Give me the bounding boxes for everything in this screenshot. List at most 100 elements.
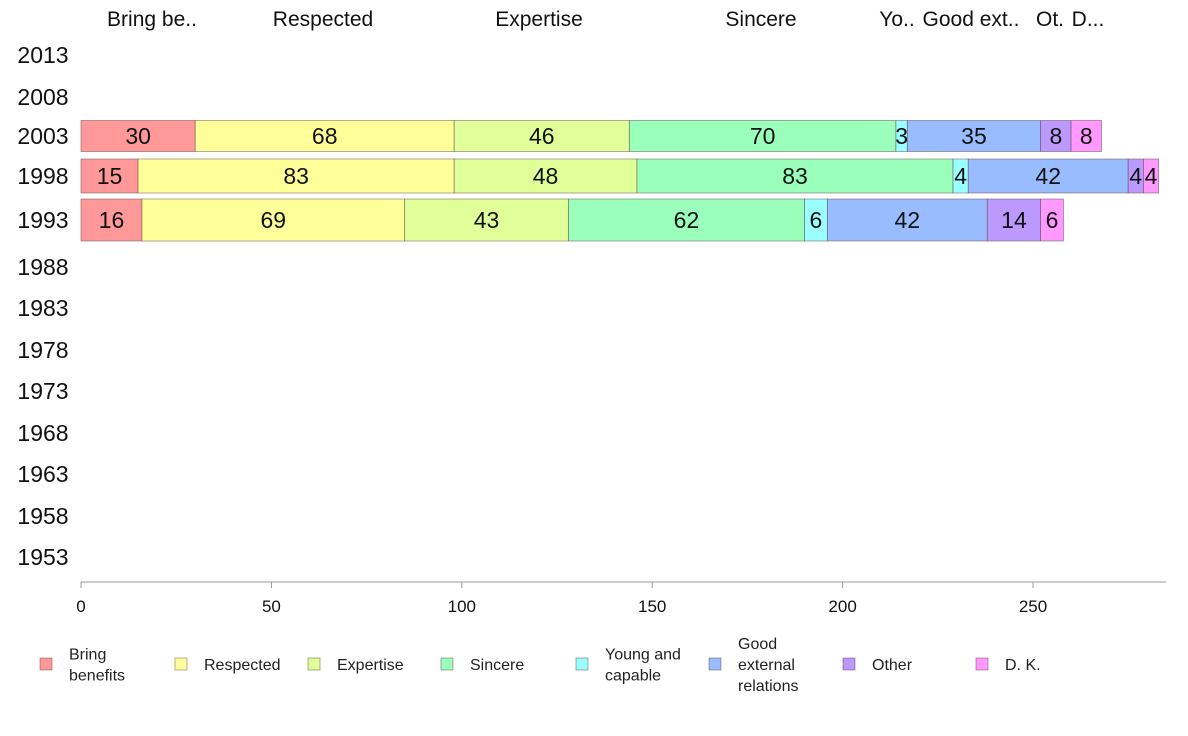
year-label-1968: 1968 bbox=[17, 420, 68, 446]
data-label-2003-expertise: 46 bbox=[529, 123, 555, 149]
year-label-2003: 2003 bbox=[17, 123, 68, 149]
column-headers: Bring be.. Respected Expertise Sincere Yo.. G… bbox=[107, 8, 1104, 31]
legend-swatch-young-and-capable bbox=[575, 657, 589, 671]
legend-swatch-d-k bbox=[975, 657, 989, 671]
legend-label-good-external-relations: external bbox=[738, 657, 795, 674]
legend-label-good-external-relations: relations bbox=[738, 678, 798, 695]
year-label-1963: 1963 bbox=[17, 461, 68, 487]
bar-2003-other bbox=[1040, 120, 1072, 152]
legend-label-bring-benefits: Bring bbox=[69, 647, 106, 664]
bar-1998-bring-benefits bbox=[80, 158, 139, 194]
year-label-2013: 2013 bbox=[17, 42, 68, 68]
legend-item-good-external-relations: Good external relations bbox=[708, 636, 798, 695]
bar-1993-d-k bbox=[1040, 198, 1064, 242]
legend-label-bring-benefits: benefits bbox=[69, 668, 125, 685]
data-label-2003-other: 8 bbox=[1049, 123, 1062, 149]
bar-1993-expertise bbox=[404, 198, 569, 242]
column-header-0: Bring be.. bbox=[107, 8, 197, 31]
x-tick-label-200: 200 bbox=[828, 597, 856, 616]
data-label-1993-expertise: 43 bbox=[474, 207, 500, 233]
bar-1998-sincere bbox=[636, 158, 954, 194]
bar-1998-respected bbox=[137, 158, 455, 194]
data-label-2003-bring-benefits: 30 bbox=[125, 123, 151, 149]
legend: Bring benefits Respected Expertise Sincere Yo… bbox=[39, 636, 1041, 695]
legend-item-d-k: D. K. bbox=[975, 657, 1041, 674]
year-label-1973: 1973 bbox=[17, 378, 68, 404]
legend-swatch-bring-benefits bbox=[39, 657, 53, 671]
bar-1998-d-k bbox=[1143, 158, 1160, 194]
legend-swatch-good-external-relations bbox=[708, 657, 722, 671]
legend-label-young-and-capable: Young and bbox=[605, 647, 681, 664]
data-label-2003-d-k: 8 bbox=[1080, 123, 1093, 149]
legend-item-other: Other bbox=[842, 657, 913, 674]
data-label-1993-other: 14 bbox=[1001, 207, 1027, 233]
legend-label-respected: Respected bbox=[204, 657, 281, 674]
data-label-1993-d-k: 6 bbox=[1046, 207, 1059, 233]
bar-1993-other bbox=[986, 198, 1042, 242]
bar-1993-respected bbox=[141, 198, 406, 242]
legend-label-good-external-relations: Good bbox=[738, 636, 777, 653]
bars: 30 68 46 70 3 35 8 815 83 48 83 4 42 4 416 69 43 62 6 42 14 6 bbox=[80, 120, 1160, 242]
data-label-2003-young-and-capable: 3 bbox=[895, 123, 908, 149]
data-label-1998-respected: 83 bbox=[283, 163, 309, 189]
data-label-1993-bring-benefits: 16 bbox=[99, 207, 125, 233]
column-header-6: Ot. bbox=[1036, 8, 1064, 31]
bar-1993-sincere bbox=[568, 198, 805, 242]
column-header-4: Yo.. bbox=[879, 8, 914, 31]
data-label-2003-respected: 68 bbox=[312, 123, 338, 149]
data-label-1998-good-external-relations: 42 bbox=[1035, 163, 1061, 189]
legend-label-expertise: Expertise bbox=[337, 657, 404, 674]
legend-item-bring-benefits: Bring benefits bbox=[39, 647, 125, 685]
legend-swatch-sincere bbox=[440, 657, 454, 671]
bar-1993-good-external-relations bbox=[826, 198, 988, 242]
bar-2003-respected bbox=[194, 120, 455, 152]
data-label-2003-good-external-relations: 35 bbox=[961, 123, 987, 149]
year-label-2008: 2008 bbox=[17, 84, 68, 110]
year-label-1993: 1993 bbox=[17, 207, 68, 233]
legend-item-sincere: Sincere bbox=[440, 657, 524, 674]
year-label-1958: 1958 bbox=[17, 503, 68, 529]
data-label-1998-young-and-capable: 4 bbox=[954, 163, 967, 189]
column-header-1: Respected bbox=[273, 8, 373, 31]
legend-swatch-other bbox=[842, 657, 856, 671]
column-header-3: Sincere bbox=[725, 8, 796, 31]
x-tick-label-0: 0 bbox=[76, 597, 85, 616]
year-label-1978: 1978 bbox=[17, 337, 68, 363]
bar-2003-sincere bbox=[628, 120, 897, 152]
bar-1998-expertise bbox=[453, 158, 638, 194]
bar-2003-d-k bbox=[1070, 120, 1102, 152]
x-axis: 0 50 100 150 200 250 bbox=[76, 581, 1167, 616]
year-labels: 2013 2008 2003 1998 1993 1988 1983 1978 1973 1968… bbox=[17, 42, 68, 570]
legend-item-expertise: Expertise bbox=[307, 657, 404, 674]
year-label-1953: 1953 bbox=[17, 544, 68, 570]
legend-swatch-expertise bbox=[307, 657, 321, 671]
data-label-1998-bring-benefits: 15 bbox=[97, 163, 123, 189]
bar-2003-bring-benefits bbox=[80, 120, 196, 152]
x-tick-label-50: 50 bbox=[262, 597, 281, 616]
year-label-1998: 1998 bbox=[17, 163, 68, 189]
column-header-5: Good ext.. bbox=[923, 8, 1020, 31]
legend-label-other: Other bbox=[872, 657, 913, 674]
legend-label-d-k: D. K. bbox=[1005, 657, 1041, 674]
legend-label-young-and-capable: capable bbox=[605, 668, 661, 685]
year-label-1983: 1983 bbox=[17, 295, 68, 321]
data-label-1998-other: 4 bbox=[1129, 163, 1142, 189]
x-tick-label-100: 100 bbox=[448, 597, 476, 616]
legend-swatch-respected bbox=[174, 657, 188, 671]
data-label-1993-respected: 69 bbox=[261, 207, 287, 233]
data-label-1993-young-and-capable: 6 bbox=[810, 207, 823, 233]
data-label-1998-d-k: 4 bbox=[1145, 163, 1158, 189]
x-tick-label-250: 250 bbox=[1019, 597, 1047, 616]
column-header-7: D... bbox=[1072, 8, 1105, 31]
data-label-1998-expertise: 48 bbox=[533, 163, 559, 189]
data-label-1998-sincere: 83 bbox=[782, 163, 808, 189]
data-label-1993-good-external-relations: 42 bbox=[895, 207, 921, 233]
legend-label-sincere: Sincere bbox=[470, 657, 524, 674]
bar-2003-expertise bbox=[453, 120, 630, 152]
column-header-2: Expertise bbox=[495, 8, 583, 31]
legend-item-respected: Respected bbox=[174, 657, 281, 674]
year-label-1988: 1988 bbox=[17, 254, 68, 280]
bar-1998-good-external-relations bbox=[967, 158, 1129, 194]
bar-2003-good-external-relations bbox=[906, 120, 1042, 152]
